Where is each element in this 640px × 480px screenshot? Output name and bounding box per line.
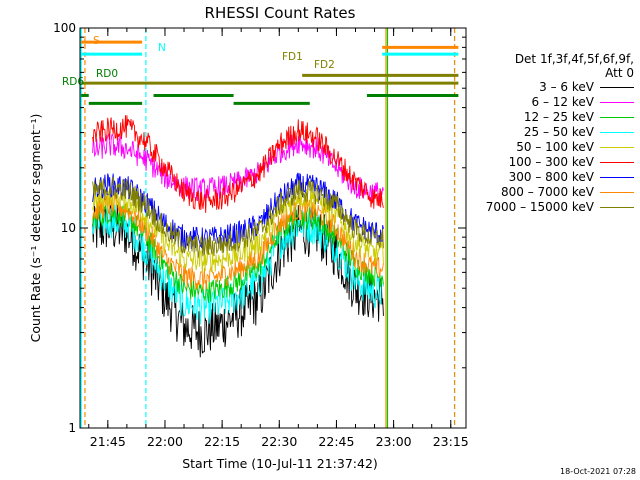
legend-swatch xyxy=(600,117,634,118)
legend-swatch xyxy=(600,177,634,178)
chart-title: RHESSI Count Rates xyxy=(205,4,356,22)
y-tick-label-10: 10 xyxy=(61,221,76,235)
annotation-label-RD6: RD6 xyxy=(62,76,84,88)
axes: 1 10 100 21:45 22:00 22:15 22:30 22:45 23:00 23:1… xyxy=(53,21,469,449)
x-tick-label-23:15: 23:15 xyxy=(433,434,469,449)
legend-swatch xyxy=(600,87,634,88)
legend-swatch xyxy=(600,147,634,148)
annotation-label-S: S xyxy=(93,35,100,47)
legend-label: 7000 – 15000 keV xyxy=(485,200,594,214)
y-tick-label-100: 100 xyxy=(53,21,76,35)
legend-entry: 3 – 6 keV xyxy=(478,80,636,95)
legend-entry: 100 – 300 keV xyxy=(478,155,636,170)
legend-label: 800 – 7000 keV xyxy=(501,185,594,199)
x-tick-label-23:00: 23:00 xyxy=(376,434,412,449)
legend-entry: 50 – 100 keV xyxy=(478,140,636,155)
legend: Det 1f,3f,4f,5f,6f,9f, Att 0 3 – 6 keV 6 … xyxy=(478,52,636,215)
x-tick-label-22:30: 22:30 xyxy=(261,434,297,449)
x-tick-label-22:15: 22:15 xyxy=(204,434,240,449)
series-line-5 xyxy=(92,115,384,213)
legend-label: 300 – 800 keV xyxy=(508,170,594,184)
annotation-label-RD0: RD0 xyxy=(96,68,118,80)
x-tick-label-22:00: 22:00 xyxy=(147,434,183,449)
legend-swatch xyxy=(600,162,634,163)
legend-swatch xyxy=(600,207,634,208)
legend-entry: 300 – 800 keV xyxy=(478,170,636,185)
series-line-4 xyxy=(92,186,384,274)
annotation-label-FD2: FD2 xyxy=(314,59,335,71)
legend-label: 25 – 50 keV xyxy=(523,125,594,139)
legend-label: 100 – 300 keV xyxy=(508,155,594,169)
legend-entry: 25 – 50 keV xyxy=(478,125,636,140)
x-axis-label: Start Time (10-Jul-11 21:37:42) xyxy=(182,456,378,471)
y-tick-label-1: 1 xyxy=(68,421,76,435)
legend-label: 3 – 6 keV xyxy=(539,80,594,94)
legend-label: 50 – 100 keV xyxy=(516,140,594,154)
legend-swatch xyxy=(600,192,634,193)
annotation-label-N: N xyxy=(158,42,166,54)
series-line-6 xyxy=(92,172,384,251)
y-axis-label: Count Rate (s⁻¹ detector segment⁻¹) xyxy=(28,114,43,343)
legend-swatch xyxy=(600,132,634,133)
legend-entry: 12 – 25 keV xyxy=(478,110,636,125)
attenuator-annotations: S N FD1 FD2 RD0 RD6 xyxy=(62,35,459,105)
legend-header-line-2: Att 0 xyxy=(605,66,634,80)
series-line-1 xyxy=(92,133,384,205)
legend-entries: 3 – 6 keV 6 – 12 keV 12 – 25 keV 25 – 50 ke… xyxy=(478,80,636,215)
generation-timestamp: 18-Oct-2021 07:28 xyxy=(560,467,636,476)
x-tick-label-22:45: 22:45 xyxy=(318,434,354,449)
annotation-label-FD1: FD1 xyxy=(282,51,303,63)
legend-entry: 7000 – 15000 keV xyxy=(478,200,636,215)
legend-label: 6 – 12 keV xyxy=(531,95,594,109)
series-line-3 xyxy=(92,204,384,325)
series-line-7 xyxy=(92,193,384,290)
legend-entry: 6 – 12 keV xyxy=(478,95,636,110)
legend-header-line-1: Det 1f,3f,4f,5f,6f,9f, xyxy=(514,52,634,66)
series-layer xyxy=(92,115,384,358)
legend-label: 12 – 25 keV xyxy=(523,110,594,124)
x-tick-label-21:45: 21:45 xyxy=(90,434,126,449)
legend-entry: 800 – 7000 keV xyxy=(478,185,636,200)
series-line-8 xyxy=(92,176,384,258)
legend-swatch xyxy=(600,102,634,103)
